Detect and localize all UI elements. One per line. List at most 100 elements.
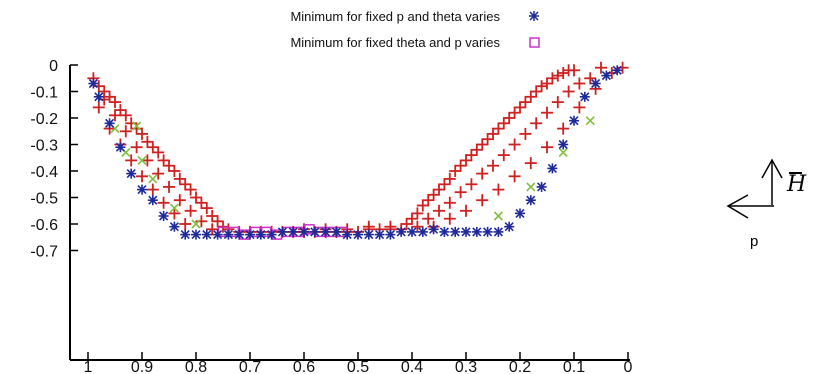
data-point-plus (492, 122, 505, 135)
data-point-plus (562, 85, 575, 98)
data-point-plus (476, 194, 489, 207)
data-point-plus (114, 104, 127, 117)
data-point-plus (508, 106, 521, 119)
data-point-asterisk (169, 221, 180, 232)
data-point-plus (119, 109, 132, 122)
data-point-plus (206, 210, 219, 222)
data-point-plus (422, 212, 435, 225)
p-axis-label: p (750, 233, 759, 250)
data-point-plus (573, 77, 586, 90)
legend-entry-1-label: Minimum for fixed p and theta varies (290, 9, 500, 24)
data-point-cross (493, 211, 503, 221)
data-point-open-square (217, 226, 229, 238)
data-point-cross (585, 116, 595, 126)
data-point-asterisk (612, 65, 623, 76)
data-points (87, 61, 629, 240)
data-point-plus (454, 186, 467, 199)
data-point-plus (557, 122, 570, 135)
data-point-plus (184, 183, 197, 196)
data-point-plus (481, 133, 494, 146)
x-tick-label: 0.6 (293, 359, 315, 374)
data-point-plus (541, 77, 553, 90)
data-point-asterisk (255, 229, 266, 240)
data-point-plus (146, 183, 159, 196)
x-tick-label: 0.9 (131, 359, 153, 374)
data-point-plus (595, 61, 607, 74)
data-point-plus (465, 178, 478, 191)
data-point-plus (195, 215, 208, 228)
y-tick-label: -0.7 (30, 244, 58, 261)
data-point-plus (130, 122, 143, 135)
data-point-plus (449, 165, 462, 177)
y-tick-label: -0.3 (30, 138, 58, 155)
data-point-cross (558, 147, 568, 157)
data-point-asterisk (601, 70, 612, 81)
data-point-plus (92, 80, 105, 93)
data-point-plus (146, 141, 159, 154)
data-point-plus (427, 188, 440, 201)
x-tick-label: 0.7 (239, 359, 261, 374)
data-point-asterisk (147, 195, 158, 206)
data-point-asterisk (547, 163, 558, 174)
data-point-plus (438, 178, 451, 191)
x-tick-label: 0.5 (347, 359, 369, 374)
data-point-asterisk (363, 229, 374, 240)
data-point-plus (519, 96, 532, 109)
data-point-open-square (260, 226, 272, 238)
data-point-plus (141, 154, 154, 167)
x-tick-label: 1 (84, 359, 93, 374)
data-point-plus (514, 101, 526, 114)
data-point-asterisk (504, 221, 515, 232)
data-point-plus (460, 154, 472, 167)
data-point-plus (605, 67, 618, 79)
data-point-plus (152, 146, 165, 159)
data-point-plus (454, 159, 467, 172)
data-point-plus (168, 207, 181, 220)
legend-entry-2-label: Minimum for fixed theta and p varies (290, 35, 500, 50)
data-point-plus (157, 196, 170, 209)
data-point-asterisk (374, 229, 385, 240)
data-point-plus (568, 64, 580, 77)
data-point-plus (508, 170, 521, 183)
data-point-asterisk (223, 229, 234, 240)
data-point-plus (551, 96, 564, 109)
y-tick-label: -0.2 (30, 111, 58, 128)
x-tick-label: 0.1 (563, 359, 585, 374)
data-point-plus (541, 106, 553, 119)
data-point-asterisk (115, 142, 126, 153)
data-point-asterisk (137, 184, 147, 195)
y-tick-label: -0.6 (30, 217, 58, 234)
data-point-asterisk (245, 229, 255, 240)
data-point-plus (200, 202, 213, 215)
data-point-plus (524, 90, 537, 103)
data-point-asterisk (201, 229, 212, 240)
data-point-plus (524, 157, 537, 170)
data-point-plus (470, 143, 483, 156)
data-point-plus (109, 96, 121, 109)
data-point-plus (433, 183, 445, 196)
data-point-plus (179, 218, 192, 230)
data-point-asterisk (482, 226, 493, 237)
data-point-cross (132, 121, 142, 131)
data-point-plus (476, 167, 489, 180)
data-point-asterisk (353, 229, 363, 240)
data-point-open-square (304, 224, 315, 235)
data-point-plus (125, 154, 138, 167)
hbar-label: H (787, 172, 807, 197)
legend-entry-1-marker (529, 11, 539, 21)
data-point-plus (476, 138, 489, 151)
data-point-plus (152, 167, 165, 180)
data-point-plus (190, 191, 202, 204)
data-point-asterisk (493, 226, 504, 237)
data-point-plus (173, 172, 186, 185)
data-point-plus (487, 127, 499, 140)
data-point-plus (422, 194, 435, 207)
data-point-plus (411, 207, 424, 220)
data-point-plus (443, 212, 456, 225)
data-point-asterisk (191, 229, 201, 240)
data-point-plus (443, 196, 456, 209)
data-point-asterisk (158, 211, 169, 221)
hbar-overline (789, 172, 802, 174)
data-point-asterisk (428, 224, 439, 235)
